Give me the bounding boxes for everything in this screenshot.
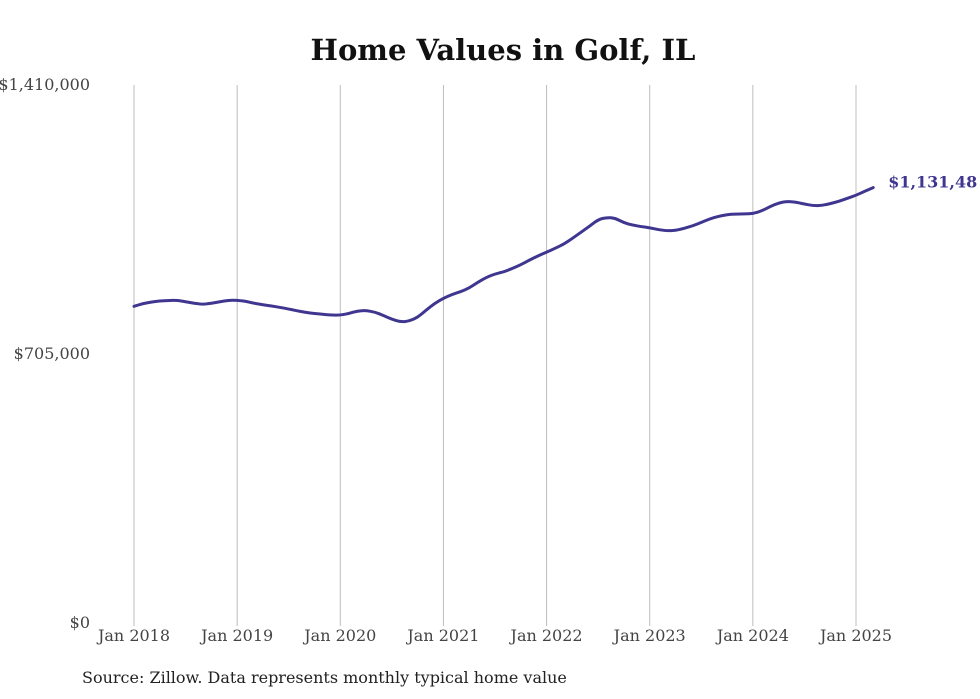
x-tick-label: Jan 2019 [199, 626, 273, 645]
y-tick-label: $705,000 [14, 344, 90, 363]
x-tick-label: Jan 2018 [96, 626, 170, 645]
x-axis-tick-labels: Jan 2018 Jan 2019 Jan 2020 Jan 2021 Jan 2022… [96, 626, 892, 645]
y-axis-tick-labels: $0 $705,000 $1,410,000 [0, 75, 90, 632]
y-tick-label: $0 [70, 613, 90, 632]
x-tick-label: Jan 2023 [612, 626, 686, 645]
x-tick-label: Jan 2025 [818, 626, 892, 645]
line-chart: Home Values in Golf, IL $0 $705,000 $1,410… [0, 33, 977, 645]
x-tick-label: Jan 2021 [405, 626, 479, 645]
y-tick-label: $1,410,000 [0, 75, 90, 94]
vertical-gridlines [133, 85, 857, 626]
x-tick-label: Jan 2024 [715, 626, 789, 645]
latest-value-label: $1,131,48 [888, 173, 977, 192]
source-note: Source: Zillow. Data represents monthly … [82, 668, 567, 687]
x-tick-label: Jan 2022 [509, 626, 583, 645]
x-tick-label: Jan 2020 [302, 626, 376, 645]
chart-title: Home Values in Golf, IL [311, 33, 696, 67]
home-value-series-line [132, 186, 875, 324]
